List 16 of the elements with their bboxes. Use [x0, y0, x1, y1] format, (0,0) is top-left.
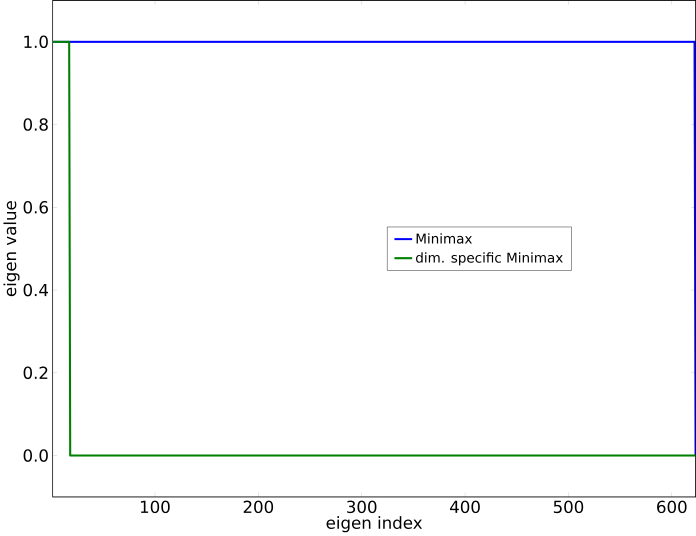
y-tick-label: 0.2 — [24, 366, 48, 380]
x-tick-label: 400 — [450, 500, 480, 514]
y-tick-label: 0.6 — [24, 201, 48, 214]
y-tick-label: 0.0 — [24, 449, 48, 462]
y-tick-label: 0.4 — [24, 284, 48, 296]
x-tick-label: 500 — [554, 500, 584, 514]
x-tick-label: 200 — [244, 500, 274, 514]
x-axis-title: eigen index — [326, 516, 422, 532]
y-tick-label: 1.0 — [24, 36, 48, 48]
x-tick-label: 600 — [657, 500, 687, 514]
legend-label: dim. specific Minimax — [416, 252, 563, 266]
x-tick-label: 100 — [140, 500, 170, 514]
x-tick-label: 300 — [347, 500, 376, 514]
y-axis-title: eigen value — [3, 201, 20, 296]
legend-label: Minimax — [416, 233, 472, 244]
y-tick-label: 0.8 — [24, 118, 48, 131]
